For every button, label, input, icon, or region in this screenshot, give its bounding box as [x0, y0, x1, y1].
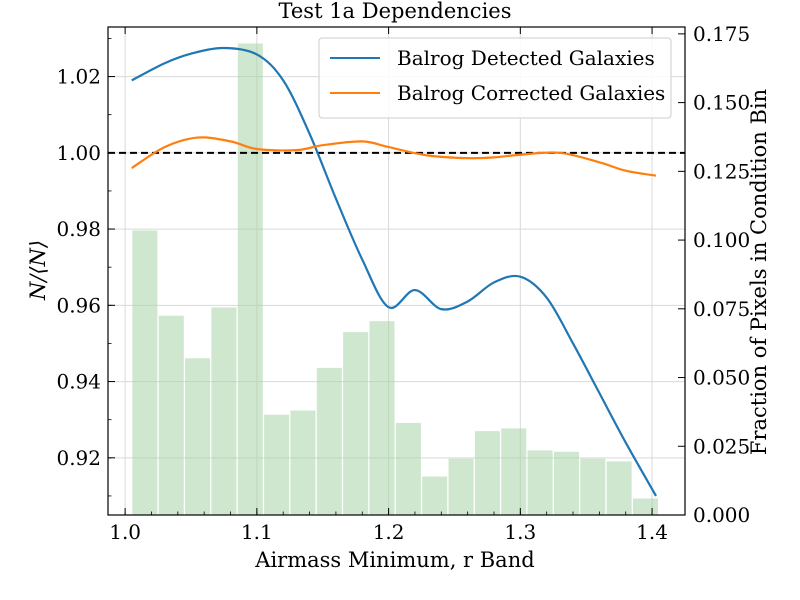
legend: Balrog Detected Galaxies Balrog Correcte… [318, 37, 672, 119]
histogram-bar [211, 307, 237, 515]
y-right-tick-label: 0.150 [693, 91, 750, 115]
x-tick-label: 1.3 [504, 520, 536, 544]
y-left-tick-label: 0.96 [56, 293, 101, 317]
histogram-bar [422, 476, 448, 515]
y-left-tick-label: 0.98 [56, 217, 101, 241]
histogram-bar [290, 410, 316, 515]
histogram-bar [553, 451, 579, 515]
histogram-bar [185, 358, 211, 515]
y-right-tick-label: 0.175 [693, 22, 750, 46]
histogram-bar [343, 332, 369, 515]
histogram-bar [580, 458, 606, 515]
y-right-tick-label: 0.075 [693, 297, 750, 321]
y-axis-label-left: N/⟨N⟩ [26, 240, 50, 301]
histogram-bar [395, 422, 421, 515]
histogram-bar [132, 230, 158, 516]
histogram-bar [237, 43, 263, 515]
histogram-bar [527, 450, 553, 515]
histogram-bar [264, 414, 290, 515]
legend-label-corrected: Balrog Corrected Galaxies [397, 81, 665, 105]
histogram-bar [369, 321, 395, 515]
series-line-corrected [131, 136, 657, 177]
ticks: 1.0 1.1 1.2 1.3 1.4 0.92 0.94 0.96 0.98 1.00 1.02 0… [56, 22, 750, 544]
legend-box [318, 37, 672, 119]
y-right-tick-label: 0.100 [693, 228, 750, 252]
y-left-tick-label: 0.92 [56, 446, 101, 470]
chart-title: Test 1a Dependencies [279, 0, 512, 23]
series-line-detected [131, 46, 657, 497]
histogram-bar [632, 498, 658, 515]
y-right-tick-label: 0.025 [693, 434, 750, 458]
y-right-tick-label: 0.125 [693, 159, 750, 183]
legend-label-detected: Balrog Detected Galaxies [397, 46, 655, 70]
histogram-bar [501, 428, 527, 515]
histogram-bar [606, 461, 632, 515]
histogram-bar [474, 431, 500, 515]
bars [132, 43, 658, 516]
y-left-tick-label: 1.00 [56, 141, 101, 165]
y-left-tick-label: 0.94 [56, 370, 101, 394]
histogram-bar [158, 315, 184, 515]
y-axis-label-right: Fraction of Pixels in Condition Bin [747, 89, 771, 455]
x-tick-label: 1.1 [241, 520, 273, 544]
x-tick-label: 1.2 [373, 520, 405, 544]
y-right-tick-label: 0.050 [693, 366, 750, 390]
y-left-tick-label: 1.02 [56, 65, 101, 89]
histogram-bar [316, 367, 342, 515]
plot-frame [107, 26, 686, 516]
x-tick-label: 1.0 [109, 520, 141, 544]
series-lines [131, 46, 657, 497]
histogram-bar [448, 458, 474, 515]
x-tick-label: 1.4 [636, 520, 668, 544]
x-axis-label: Airmass Minimum, r Band [254, 548, 534, 572]
y-right-tick-label: 0.000 [693, 503, 750, 527]
